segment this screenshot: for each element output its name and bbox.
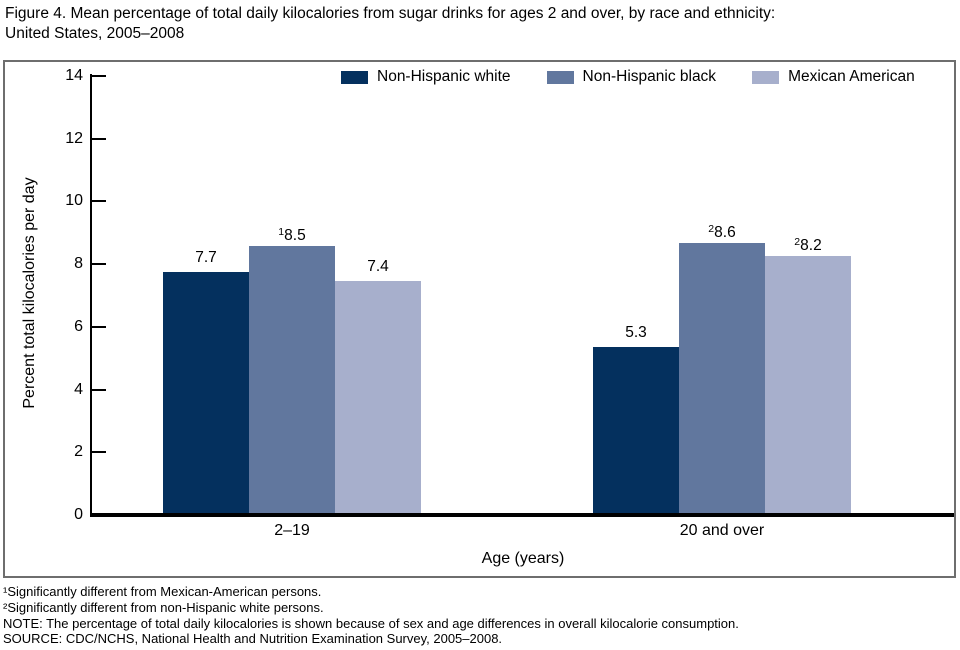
bar-non-hispanic-black-1 bbox=[679, 243, 765, 513]
category-label-2-19: 2–19 bbox=[274, 522, 310, 539]
legend-item-mexican-american: Mexican American bbox=[752, 68, 915, 86]
y-tick-label: 6 bbox=[74, 317, 83, 335]
y-tick-label: 12 bbox=[65, 129, 83, 147]
legend-item-non-hispanic-white: Non-Hispanic white bbox=[341, 68, 511, 86]
figure-title-line-2: United States, 2005–2008 bbox=[5, 25, 185, 42]
y-tick-label: 10 bbox=[65, 192, 83, 210]
bar-non-hispanic-white-1 bbox=[593, 346, 679, 513]
legend-swatch-non-hispanic-black bbox=[546, 70, 574, 84]
bar-value-label: 5.3 bbox=[625, 323, 647, 341]
chart-frame: Non-Hispanic white Non-Hispanic black Me… bbox=[3, 60, 956, 578]
bar-value-label: 28.6 bbox=[708, 223, 736, 242]
bar-value-label: 7.7 bbox=[195, 248, 217, 266]
bar-value-label: 28.2 bbox=[794, 235, 822, 254]
plot-area: Percent total kilocalories per day 0 2 4 6 8… bbox=[5, 62, 954, 576]
footnote-line-1: ¹Significantly different from Mexican-Am… bbox=[3, 584, 322, 599]
y-tick bbox=[92, 75, 106, 77]
footnotes: ¹Significantly different from Mexican-Am… bbox=[3, 584, 739, 647]
bar-value-label: 18.5 bbox=[278, 226, 306, 245]
category-label-20-and-over: 20 and over bbox=[679, 522, 765, 539]
bar-non-hispanic-white-0 bbox=[163, 271, 249, 513]
y-tick-label: 8 bbox=[74, 255, 83, 273]
y-tick bbox=[92, 325, 106, 328]
y-tick bbox=[92, 451, 106, 454]
bar-mexican-american-0 bbox=[335, 280, 421, 513]
bar-non-hispanic-black-0 bbox=[249, 246, 335, 513]
y-tick-label: 14 bbox=[65, 67, 83, 84]
y-tick-label: 0 bbox=[74, 506, 83, 523]
significance-superscript: 1 bbox=[278, 226, 285, 239]
y-tick-label: 4 bbox=[74, 380, 83, 398]
y-axis-line bbox=[90, 74, 92, 517]
bar-mexican-american-1 bbox=[765, 255, 851, 513]
y-tick bbox=[92, 200, 106, 203]
legend-label: Non-Hispanic black bbox=[582, 68, 717, 85]
legend-label: Mexican American bbox=[788, 68, 915, 85]
legend-item-non-hispanic-black: Non-Hispanic black bbox=[546, 68, 717, 86]
legend-swatch-mexican-american bbox=[752, 70, 780, 84]
figure-title: Figure 4. Mean percentage of total daily… bbox=[5, 4, 953, 44]
x-axis-title: Age (years) bbox=[481, 550, 565, 567]
y-tick bbox=[92, 263, 106, 266]
figure-title-line-1: Figure 4. Mean percentage of total daily… bbox=[5, 5, 776, 22]
bar-value-label: 7.4 bbox=[367, 257, 389, 275]
significance-superscript: 2 bbox=[794, 235, 801, 248]
footnote-line-4: SOURCE: CDC/NCHS, National Health and Nu… bbox=[3, 631, 503, 647]
footnote-line-2: ²Significantly different from non-Hispan… bbox=[3, 599, 324, 615]
y-axis-title: Percent total kilocalories per day bbox=[21, 177, 38, 409]
significance-superscript: 2 bbox=[708, 223, 715, 236]
legend: Non-Hispanic white Non-Hispanic black Me… bbox=[341, 67, 951, 87]
y-tick-label: 2 bbox=[74, 443, 83, 461]
legend-label: Non-Hispanic white bbox=[377, 68, 511, 85]
y-tick bbox=[92, 137, 106, 140]
legend-swatch-non-hispanic-white bbox=[341, 70, 368, 84]
footnote-line-3: NOTE: The percentage of total daily kilo… bbox=[3, 615, 739, 631]
y-tick bbox=[92, 388, 106, 391]
x-axis-line bbox=[90, 513, 954, 517]
